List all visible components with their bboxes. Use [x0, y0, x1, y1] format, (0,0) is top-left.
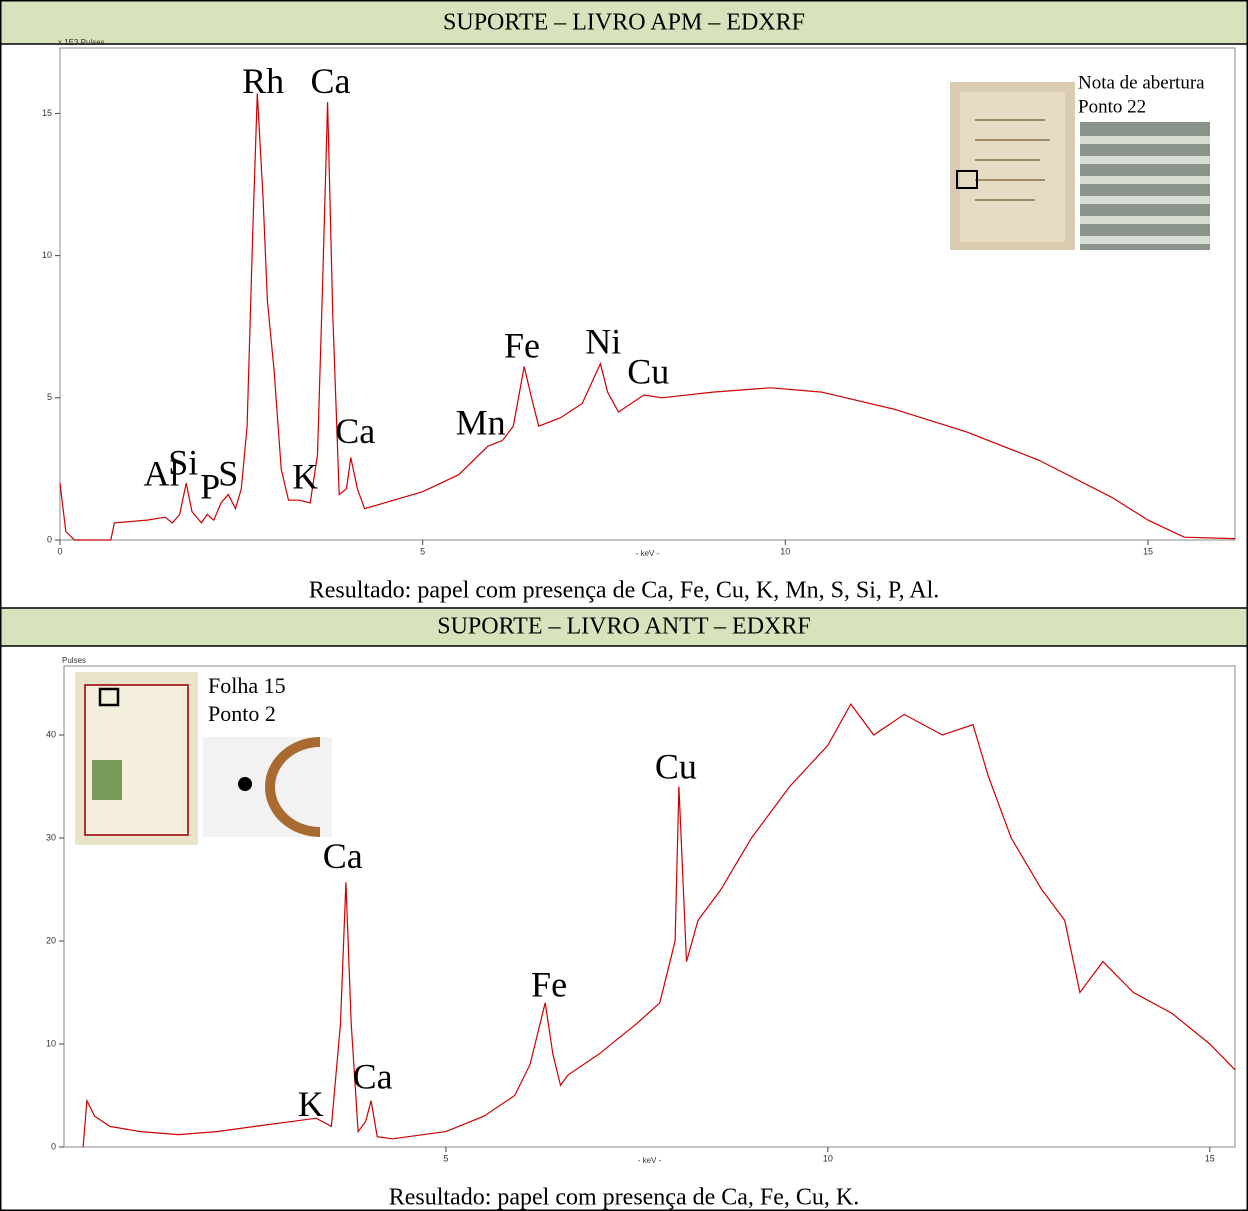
- x-tick-label: 0: [57, 546, 62, 556]
- result-text: Resultado: papel com presença de Ca, Fe,…: [389, 1185, 860, 1211]
- peak-label: Cu: [655, 746, 697, 786]
- peak-label: Ca: [311, 61, 351, 101]
- peak-label: Ca: [323, 836, 363, 876]
- peak-label: Cu: [627, 351, 669, 391]
- y-tick-label: 15: [42, 108, 52, 118]
- peak-label: S: [218, 454, 238, 494]
- x-tick-label: 10: [823, 1153, 833, 1163]
- peak-label: Fe: [504, 326, 540, 366]
- y-axis-label: x 1E3 Pulses: [58, 38, 105, 47]
- y-tick-label: 10: [46, 1038, 56, 1048]
- section-header: SUPORTE – LIVRO APM – EDXRF: [443, 10, 805, 36]
- peak-label: Al: [144, 454, 180, 494]
- peak-label: Mn: [456, 403, 506, 443]
- result-text: Resultado: papel com presença de Ca, Fe,…: [309, 578, 940, 604]
- peak-label: Ca: [335, 411, 375, 451]
- y-tick-label: 0: [47, 534, 52, 544]
- inset-label: Folha 15: [208, 673, 286, 698]
- x-axis-label: - keV -: [638, 1156, 662, 1165]
- x-axis-label: - keV -: [636, 549, 660, 558]
- peak-label: Fe: [531, 965, 567, 1005]
- inset-label: Nota de abertura: [1078, 72, 1205, 93]
- x-tick-label: 15: [1205, 1153, 1215, 1163]
- peak-label: K: [292, 457, 318, 497]
- x-tick-label: 15: [1143, 546, 1153, 556]
- inset-photo: [75, 672, 332, 845]
- inset-label: Ponto 2: [208, 701, 276, 726]
- y-tick-label: 30: [46, 832, 56, 842]
- peak-label: K: [298, 1084, 324, 1124]
- peak-label: Rh: [242, 61, 284, 101]
- section-header: SUPORTE – LIVRO ANTT – EDXRF: [437, 614, 810, 640]
- x-tick-label: 10: [780, 546, 790, 556]
- y-tick-label: 5: [47, 392, 52, 402]
- inset-label: Ponto 22: [1078, 96, 1146, 117]
- y-tick-label: 0: [51, 1141, 56, 1151]
- x-tick-label: 5: [420, 546, 425, 556]
- x-tick-label: 5: [443, 1153, 448, 1163]
- document: SUPORTE – LIVRO APM – EDXRF Resultado: p…: [0, 0, 1248, 1211]
- y-axis-label: Pulses: [62, 656, 86, 665]
- page: {"chart_data": [ {"type": "line", "title…: [0, 0, 1248, 1211]
- y-tick-label: 40: [46, 729, 56, 739]
- y-tick-label: 20: [46, 935, 56, 945]
- peak-label: Ni: [585, 321, 621, 361]
- peak-label: P: [200, 466, 220, 506]
- peak-label: Ca: [353, 1056, 393, 1096]
- y-tick-label: 10: [42, 250, 52, 260]
